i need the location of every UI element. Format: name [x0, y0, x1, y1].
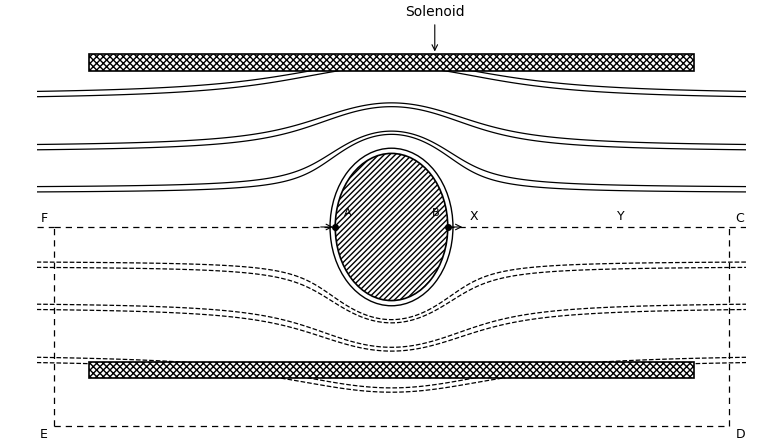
Bar	[88, 362, 695, 378]
Bar	[88, 54, 695, 71]
Text: A: A	[344, 208, 352, 219]
Text: C: C	[735, 212, 745, 225]
Text: E: E	[39, 428, 48, 441]
Text: Solenoid: Solenoid	[405, 5, 464, 50]
Text: X: X	[469, 210, 478, 223]
Ellipse shape	[335, 153, 448, 301]
Text: F: F	[40, 212, 48, 225]
Text: B: B	[431, 208, 439, 219]
Text: D: D	[735, 428, 745, 441]
Text: Y: Y	[616, 210, 624, 223]
